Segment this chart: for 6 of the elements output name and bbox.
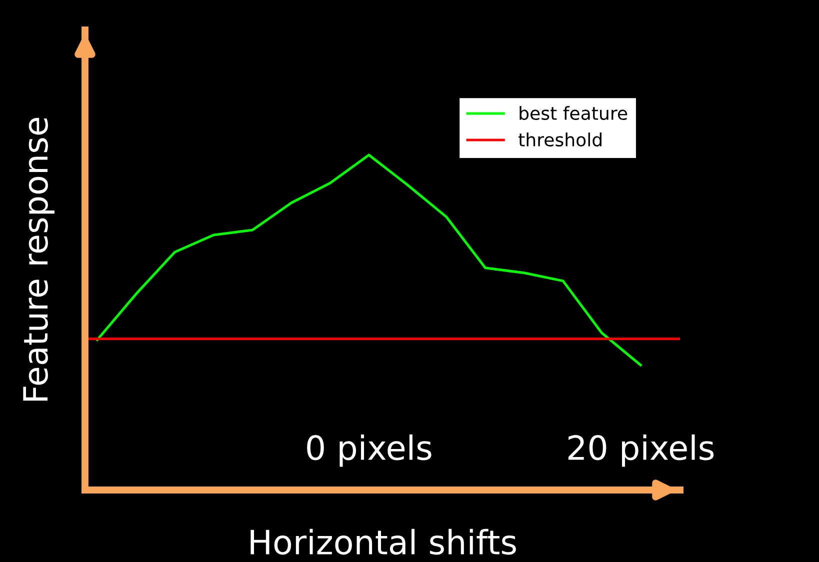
- x-tick-label: 20 pixels: [568, 434, 714, 467]
- x-tick-label: 0 pixels: [307, 434, 432, 467]
- legend-label: best feature: [520, 106, 628, 120]
- legend-label: threshold: [518, 132, 602, 147]
- x-axis-title: Horizontal shifts: [250, 528, 516, 555]
- y-axis-title: Feature response: [23, 118, 54, 401]
